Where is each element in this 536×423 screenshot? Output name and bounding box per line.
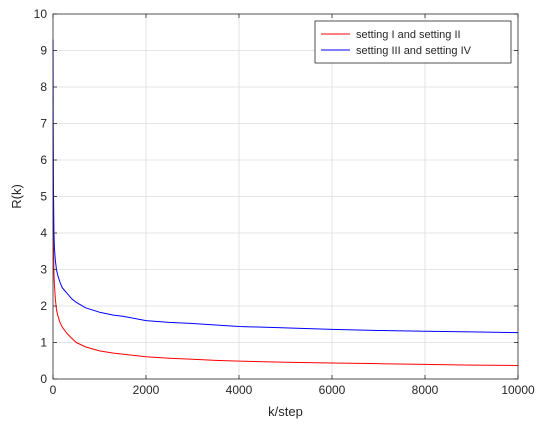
y-tick-label: 6 — [40, 153, 47, 167]
y-tick-label: 1 — [40, 336, 47, 350]
y-tick-label: 5 — [40, 190, 47, 204]
grid-lines — [53, 14, 518, 379]
y-tick-label: 8 — [40, 80, 47, 94]
x-tick-label: 0 — [50, 383, 57, 397]
y-tick-label: 4 — [40, 226, 47, 240]
series-line-1 — [52, 123, 519, 366]
y-tick-label: 3 — [40, 263, 47, 277]
legend-label-series-1: setting I and setting II — [356, 29, 461, 41]
series-line-2 — [52, 39, 519, 334]
y-tick-label: 2 — [40, 299, 47, 313]
x-tick-label: 8000 — [412, 383, 439, 397]
x-axis-label: k/step — [268, 404, 303, 419]
y-tick-label: 9 — [40, 44, 47, 58]
y-tick-label: 7 — [40, 117, 47, 131]
x-tick-label: 4000 — [226, 383, 253, 397]
x-tick-label: 6000 — [319, 383, 346, 397]
y-axis-label: R(k) — [9, 184, 24, 209]
axis-ticks: 0 2000 4000 6000 8000 10000 0 1 2 3 4 5 6 7 8 9 10 — [34, 7, 535, 397]
x-tick-label: 10000 — [501, 383, 535, 397]
legend-label-series-2: setting III and setting IV — [356, 45, 472, 57]
legend: setting I and setting II setting III and… — [314, 20, 512, 64]
y-tick-label: 10 — [34, 7, 48, 21]
y-tick-label: 0 — [40, 372, 47, 386]
legend-box — [314, 20, 512, 64]
x-tick-label: 2000 — [133, 383, 160, 397]
series-lines — [52, 39, 519, 366]
